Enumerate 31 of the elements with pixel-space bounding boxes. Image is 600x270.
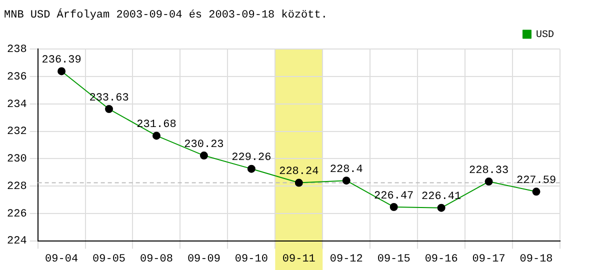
data-label: 229.26	[232, 152, 272, 164]
data-label: 227.59	[516, 175, 556, 188]
x-tick-label: 09-05	[92, 253, 126, 266]
y-tick-label: 226	[6, 208, 27, 220]
data-label: 228.4	[330, 164, 364, 176]
y-tick-label: 232	[6, 126, 27, 138]
data-label: 231.68	[136, 119, 176, 132]
x-tick-label: 09-09	[187, 253, 220, 266]
x-tick-label: 09-15	[377, 253, 410, 266]
y-tick-label: 234	[6, 98, 28, 111]
data-label: 226.41	[422, 191, 462, 204]
legend-label: USD	[536, 30, 554, 41]
data-label: 236.39	[42, 54, 82, 67]
y-tick-label: 230	[6, 154, 27, 166]
x-tick-label: 09-12	[330, 253, 363, 266]
y-tick-label: 238	[6, 44, 27, 56]
x-tick-label: 09-08	[140, 253, 173, 266]
x-tick-label: 09-04	[45, 253, 78, 266]
x-tick-label: 09-18	[520, 253, 553, 266]
data-label: 230.23	[184, 138, 224, 151]
data-label: 226.47	[374, 190, 414, 202]
x-tick-label: 09-16	[424, 253, 458, 266]
y-tick-label: 224	[6, 236, 28, 248]
data-label: 228.24	[279, 166, 320, 178]
data-label: 228.33	[468, 164, 509, 177]
x-tick-label: 09-10	[234, 253, 268, 266]
y-tick-label: 236	[6, 71, 27, 84]
x-tick-label: 09-11	[282, 253, 316, 266]
chart-title: MNB USD Árfolyam 2003-09-04 és 2003-09-18 között.	[4, 8, 328, 22]
x-tick-label: 09-17	[472, 253, 506, 266]
y-tick-label: 228	[6, 180, 27, 193]
